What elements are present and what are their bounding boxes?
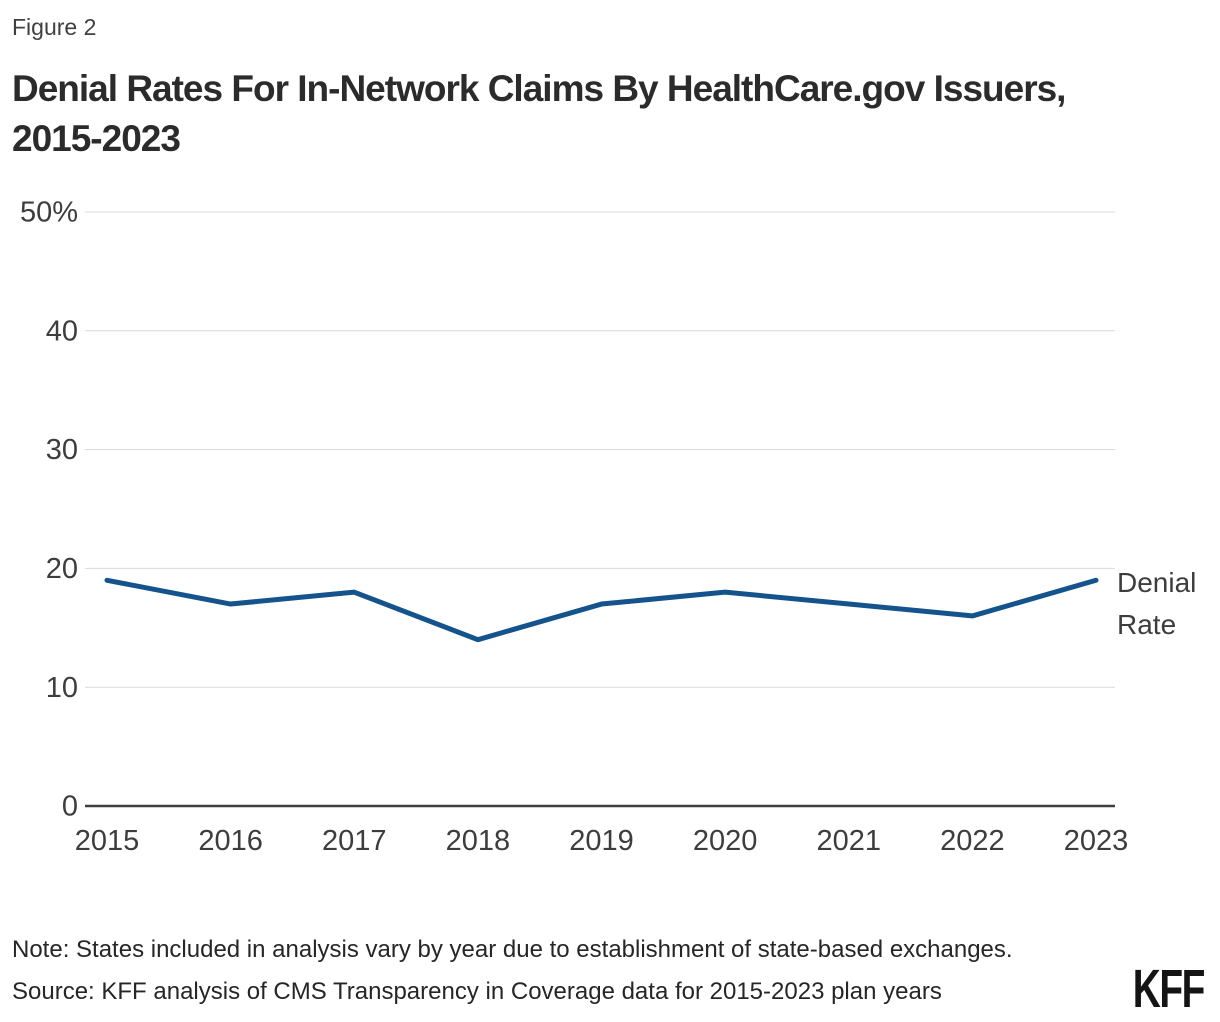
x-tick-label: 2018 bbox=[446, 825, 511, 857]
y-tick-label: 40 bbox=[46, 315, 78, 347]
series-label-denial-rate: Denial Rate bbox=[1117, 567, 1197, 640]
denial-rate-line bbox=[104, 577, 1099, 643]
source-text: Source: KFF analysis of CMS Transparency… bbox=[12, 978, 942, 1005]
y-tick-label: 50% bbox=[20, 197, 78, 229]
kff-logo: KFF bbox=[1132, 959, 1206, 1019]
x-tick-label: 2016 bbox=[198, 825, 263, 857]
figure-label: Figure 2 bbox=[12, 14, 97, 40]
x-tick-label: 2015 bbox=[75, 825, 140, 857]
chart-title: Denial Rates For In-Network Claims By He… bbox=[12, 68, 1066, 159]
x-tick-label: 2020 bbox=[693, 825, 758, 857]
y-tick-label: 30 bbox=[46, 434, 78, 466]
y-tick-label: 10 bbox=[46, 672, 78, 704]
x-tick-label: 2022 bbox=[940, 825, 1005, 857]
y-tick-label: 20 bbox=[46, 553, 78, 585]
x-tick-label: 2023 bbox=[1064, 825, 1129, 857]
x-tick-label: 2021 bbox=[816, 825, 881, 857]
y-tick-label: 0 bbox=[62, 791, 78, 823]
x-tick-label: 2017 bbox=[322, 825, 387, 857]
x-tick-label: 2019 bbox=[569, 825, 634, 857]
note-text: Note: States included in analysis vary b… bbox=[12, 936, 1013, 963]
